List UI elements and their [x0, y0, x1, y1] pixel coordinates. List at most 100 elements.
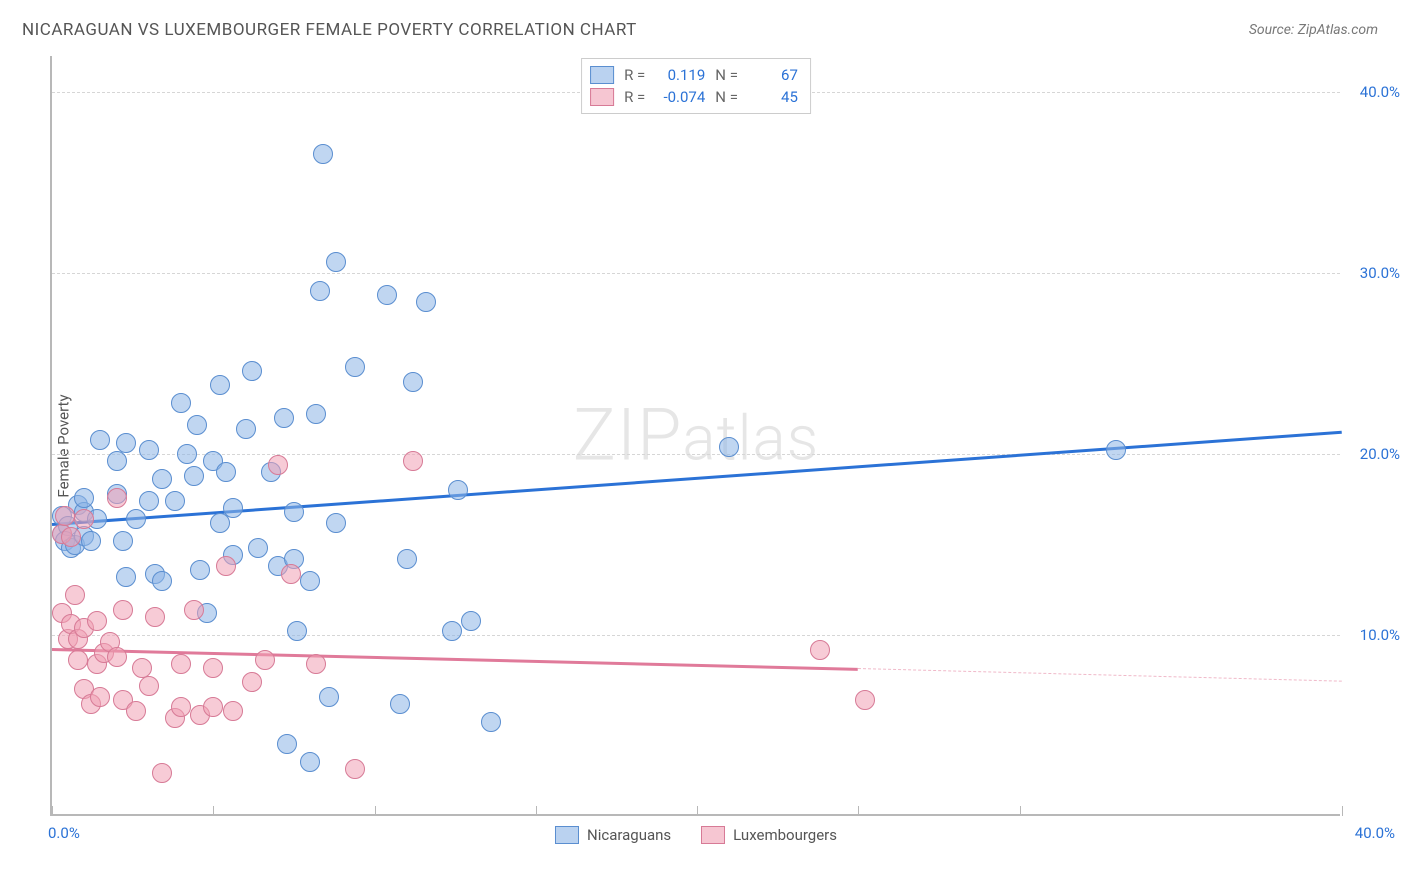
data-point — [113, 600, 133, 620]
data-point — [248, 538, 268, 558]
data-point — [313, 144, 333, 164]
data-point — [152, 469, 172, 489]
x-tick — [858, 806, 859, 816]
n-value: 67 — [748, 64, 798, 86]
data-point — [126, 509, 146, 529]
data-point — [74, 509, 94, 529]
data-point — [171, 393, 191, 413]
data-point — [68, 650, 88, 670]
data-point — [203, 658, 223, 678]
data-point — [274, 408, 294, 428]
data-point — [326, 513, 346, 533]
data-point — [345, 759, 365, 779]
data-point — [284, 502, 304, 522]
watermark-zip: ZIP — [573, 393, 683, 478]
y-tick-label: 40.0% — [1350, 83, 1400, 101]
y-tick-label: 20.0% — [1350, 445, 1400, 463]
data-point — [448, 480, 468, 500]
stats-legend: R =0.119N =67R =-0.074N =45 — [581, 58, 811, 114]
data-point — [139, 440, 159, 460]
data-point — [61, 527, 81, 547]
data-point — [855, 690, 875, 710]
data-point — [107, 488, 127, 508]
data-point — [216, 462, 236, 482]
data-point — [223, 498, 243, 518]
data-point — [306, 654, 326, 674]
data-point — [223, 701, 243, 721]
data-point — [113, 531, 133, 551]
swatch-pink-icon — [701, 826, 725, 844]
source-credit: Source: ZipAtlas.com — [1249, 22, 1378, 38]
data-point — [210, 375, 230, 395]
data-point — [90, 430, 110, 450]
data-point — [184, 466, 204, 486]
data-point — [310, 281, 330, 301]
data-point — [55, 506, 75, 526]
series-legend: Nicaraguans Luxembourgers — [555, 826, 837, 844]
data-point — [1106, 440, 1126, 460]
n-value: 45 — [748, 86, 798, 108]
data-point — [287, 621, 307, 641]
data-point — [268, 455, 288, 475]
data-point — [74, 488, 94, 508]
data-point — [397, 549, 417, 569]
legend-label-b: Luxembourgers — [733, 826, 837, 844]
data-point — [461, 611, 481, 631]
x-tick — [536, 806, 537, 816]
data-point — [139, 491, 159, 511]
watermark-atlas: atlas — [682, 403, 819, 476]
data-point — [87, 611, 107, 631]
data-point — [300, 752, 320, 772]
data-point — [165, 491, 185, 511]
stats-legend-row: R =0.119N =67 — [590, 64, 798, 86]
data-point — [107, 451, 127, 471]
source-prefix: Source: — [1249, 22, 1298, 38]
data-point — [481, 712, 501, 732]
data-point — [107, 647, 127, 667]
chart-title: NICARAGUAN VS LUXEMBOURGER FEMALE POVERT… — [22, 20, 637, 40]
data-point — [377, 285, 397, 305]
data-point — [145, 607, 165, 627]
data-point — [242, 361, 262, 381]
regression-line — [52, 431, 1342, 526]
x-tick — [52, 806, 53, 816]
data-point — [242, 672, 262, 692]
r-label: R = — [624, 86, 645, 108]
n-label: N = — [715, 86, 738, 108]
y-tick-label: 10.0% — [1350, 626, 1400, 644]
data-point — [126, 701, 146, 721]
data-point — [719, 437, 739, 457]
data-point — [319, 687, 339, 707]
data-point — [216, 556, 236, 576]
data-point — [152, 571, 172, 591]
data-point — [390, 694, 410, 714]
legend-label-a: Nicaraguans — [587, 826, 671, 844]
y-tick-label: 30.0% — [1350, 264, 1400, 282]
data-point — [190, 560, 210, 580]
r-label: R = — [624, 64, 645, 86]
data-point — [300, 571, 320, 591]
swatch-blue-icon — [590, 66, 614, 84]
data-point — [203, 697, 223, 717]
data-point — [416, 292, 436, 312]
watermark: ZIPatlas — [573, 393, 819, 478]
x-tick — [375, 806, 376, 816]
data-point — [81, 531, 101, 551]
data-point — [90, 687, 110, 707]
x-tick — [1020, 806, 1021, 816]
data-point — [277, 734, 297, 754]
data-point — [810, 640, 830, 660]
data-point — [403, 372, 423, 392]
data-point — [116, 433, 136, 453]
gridline — [52, 273, 1340, 274]
data-point — [442, 621, 462, 641]
stats-legend-row: R =-0.074N =45 — [590, 86, 798, 108]
x-tick — [213, 806, 214, 816]
data-point — [403, 451, 423, 471]
data-point — [171, 654, 191, 674]
data-point — [326, 252, 346, 272]
x-tick — [1342, 806, 1343, 816]
gridline — [52, 635, 1340, 636]
n-label: N = — [715, 64, 738, 86]
swatch-blue-icon — [555, 826, 579, 844]
